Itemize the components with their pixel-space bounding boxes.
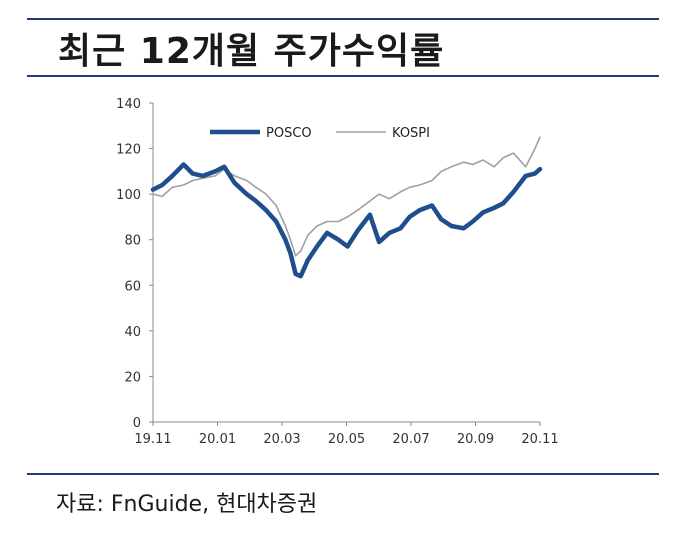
title-rule bbox=[27, 75, 659, 77]
legend-kospi-label: KOSPI bbox=[392, 126, 430, 141]
x-tick-label: 20.09 bbox=[457, 432, 494, 447]
y-tick-label: 0 bbox=[133, 416, 141, 431]
y-tick-label: 20 bbox=[124, 370, 141, 385]
kospi-series-line bbox=[152, 136, 541, 257]
page-title: 최근 12개월 주가수익률 bbox=[58, 31, 445, 72]
x-tick-label: 20.03 bbox=[263, 432, 300, 447]
source-note: 자료: FnGuide, 현대차증권 bbox=[56, 492, 318, 517]
x-tick-label: 20.01 bbox=[199, 432, 236, 447]
chart-axes bbox=[152, 103, 540, 423]
top-rule bbox=[27, 18, 659, 20]
x-tick-label: 20.05 bbox=[328, 432, 365, 447]
y-tick-label: 120 bbox=[116, 143, 141, 158]
y-tick-label: 80 bbox=[124, 234, 141, 249]
posco-series-line bbox=[150, 162, 543, 279]
legend-posco-label: POSCO bbox=[266, 126, 312, 141]
y-tick-label: 60 bbox=[124, 279, 141, 294]
x-tick-label: 19.11 bbox=[134, 432, 171, 447]
x-tick-label: 20.07 bbox=[392, 432, 429, 447]
y-tick-label: 100 bbox=[116, 188, 141, 203]
y-axis-ticks: 0 20 40 60 80 100 120 140 bbox=[116, 97, 153, 431]
y-tick-label: 40 bbox=[124, 325, 141, 340]
chart-legend: POSCO KOSPI bbox=[210, 126, 430, 141]
y-tick-label: 140 bbox=[116, 97, 141, 112]
x-tick-label: 20.11 bbox=[521, 432, 558, 447]
chart-series bbox=[150, 136, 543, 279]
bottom-rule bbox=[27, 473, 659, 475]
x-axis-ticks: 19.11 20.01 20.03 20.05 20.07 20.09 20.11 bbox=[134, 422, 559, 447]
